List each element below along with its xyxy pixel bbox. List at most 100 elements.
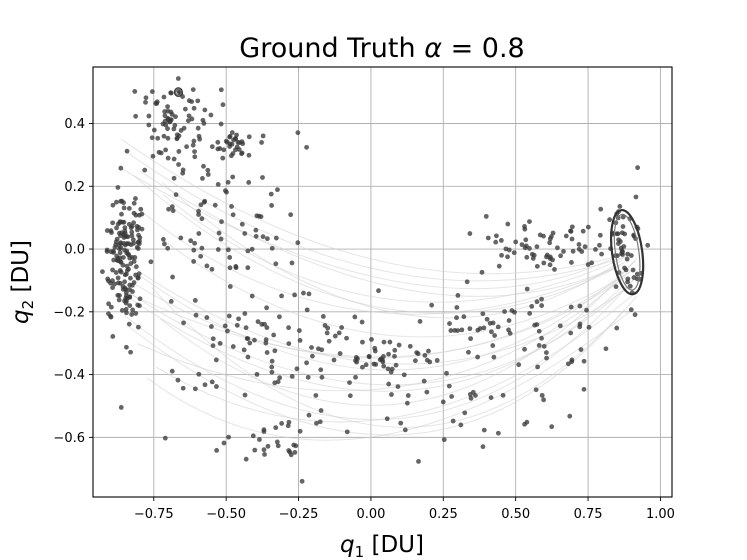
sample-point xyxy=(233,265,239,271)
sample-point xyxy=(544,254,549,260)
sample-point xyxy=(277,314,282,320)
sample-point xyxy=(202,382,208,388)
sample-point xyxy=(236,147,242,152)
sample-point xyxy=(133,264,139,270)
sample-point xyxy=(286,341,292,346)
sample-point xyxy=(273,235,279,241)
sample-point xyxy=(614,325,620,331)
sample-point xyxy=(255,319,261,325)
sample-point xyxy=(245,265,251,271)
sample-point xyxy=(279,421,285,426)
x-tick-label: 0.50 xyxy=(501,507,530,522)
sample-point xyxy=(139,211,145,217)
sample-point xyxy=(227,255,233,260)
sample-point xyxy=(160,237,166,242)
sample-point xyxy=(424,357,430,363)
sample-point xyxy=(447,321,452,326)
sample-point xyxy=(561,249,566,254)
sample-point xyxy=(381,339,387,345)
sample-point xyxy=(313,393,319,398)
sample-point xyxy=(149,89,155,94)
sample-point xyxy=(509,308,515,313)
sample-point xyxy=(168,299,174,304)
sample-point xyxy=(123,306,129,312)
sample-point xyxy=(201,163,206,169)
sample-point xyxy=(261,427,267,433)
sample-point xyxy=(122,247,128,253)
sample-point xyxy=(196,208,201,214)
sample-point xyxy=(524,254,530,260)
sample-point xyxy=(161,133,167,139)
sample-point xyxy=(253,233,259,239)
sample-point xyxy=(263,337,269,343)
sample-point xyxy=(118,165,124,171)
sample-point xyxy=(132,89,138,94)
sample-point xyxy=(380,357,385,363)
sample-point xyxy=(581,386,587,392)
sample-point xyxy=(165,245,171,251)
sample-point xyxy=(288,212,294,218)
sample-point xyxy=(240,141,246,147)
sample-point xyxy=(352,314,358,320)
sample-point xyxy=(200,175,205,181)
sample-point xyxy=(440,399,446,405)
trajectory-curve xyxy=(140,170,625,297)
sample-point xyxy=(404,400,410,406)
sample-point xyxy=(353,374,358,380)
x-tick-label: 0.75 xyxy=(574,507,603,522)
sample-point xyxy=(117,250,123,256)
sample-point xyxy=(165,108,171,114)
sample-point xyxy=(131,220,136,226)
sample-point xyxy=(292,449,298,455)
sample-point xyxy=(129,233,135,239)
sample-point xyxy=(541,397,547,403)
sample-point xyxy=(297,337,303,343)
x-axis-title: q1 [DU] xyxy=(340,532,424,560)
sample-point xyxy=(150,153,156,159)
sample-point xyxy=(121,205,127,211)
sample-point xyxy=(123,271,129,277)
y-tick-label: 0.0 xyxy=(64,243,85,258)
trajectory-curve xyxy=(129,264,629,365)
sample-point xyxy=(146,113,152,119)
sample-point xyxy=(114,225,119,231)
sample-point xyxy=(519,242,525,248)
sample-point xyxy=(297,428,303,434)
sample-point xyxy=(135,302,141,308)
sample-point xyxy=(118,240,124,246)
sample-point xyxy=(186,113,192,119)
sample-point xyxy=(534,299,540,305)
trajectory-curve xyxy=(161,238,632,338)
sample-point xyxy=(468,336,474,342)
sample-point xyxy=(165,135,171,141)
sample-point xyxy=(603,346,609,352)
tick-layer: −0.75 −0.50 −0.25 0.00 0.25 0.50 0.75 1.00 −0.6 −… xyxy=(53,117,674,522)
sample-point xyxy=(163,147,169,153)
sample-point xyxy=(584,307,589,313)
trajectory-curve xyxy=(163,194,628,303)
sample-point xyxy=(402,427,408,433)
sample-point xyxy=(253,227,259,233)
sample-point xyxy=(589,260,595,266)
sample-point xyxy=(325,325,331,331)
sample-point xyxy=(547,240,553,246)
sample-point xyxy=(422,352,428,358)
sample-point xyxy=(176,162,181,167)
sample-point xyxy=(386,381,392,387)
sample-point xyxy=(359,319,365,325)
sample-point xyxy=(129,282,135,288)
sample-point xyxy=(625,251,631,257)
sample-point xyxy=(389,392,394,397)
sample-point xyxy=(242,392,248,398)
sample-point xyxy=(534,263,540,269)
sample-point xyxy=(199,216,205,222)
sample-point xyxy=(111,250,116,255)
chart-title-prefix: Ground Truth xyxy=(239,33,424,64)
sample-point xyxy=(434,358,440,363)
sample-point xyxy=(120,255,126,260)
sample-point xyxy=(337,351,343,356)
sample-point xyxy=(252,447,258,453)
sample-point xyxy=(260,234,266,240)
sample-point xyxy=(110,202,116,208)
sample-point xyxy=(288,452,294,458)
